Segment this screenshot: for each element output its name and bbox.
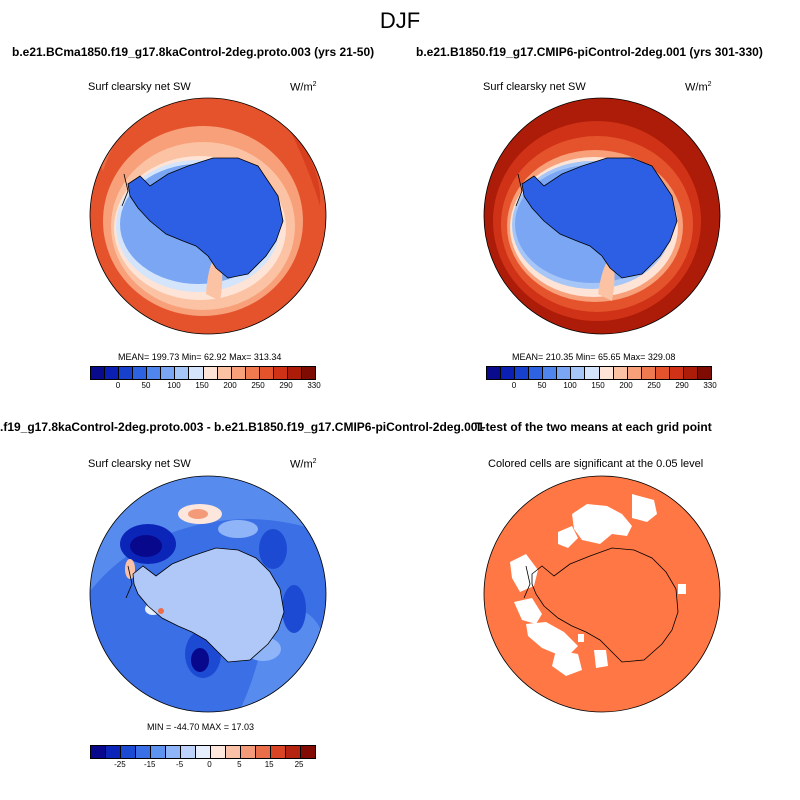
figure-title: DJF bbox=[379, 8, 421, 33]
colorbar-cell bbox=[241, 746, 256, 758]
colorbar-cell bbox=[529, 367, 544, 379]
colorbar-cell bbox=[557, 367, 572, 379]
colorbar-cell bbox=[641, 367, 656, 379]
colorbar-cell bbox=[669, 367, 684, 379]
panel2-units: W/m2 bbox=[685, 81, 712, 94]
colorbar-tick-label: 0 bbox=[511, 381, 517, 390]
panel4-map bbox=[483, 475, 721, 713]
colorbar-cell bbox=[571, 367, 586, 379]
colorbar-tick-label: 25 bbox=[294, 760, 304, 769]
colorbar-cell bbox=[189, 367, 204, 379]
colorbar-cell bbox=[217, 367, 232, 379]
colorbar-cell bbox=[91, 746, 106, 758]
colorbar-cell bbox=[655, 367, 670, 379]
colorbar-cell bbox=[133, 367, 148, 379]
colorbar-cell bbox=[136, 746, 151, 758]
colorbar-cell bbox=[683, 367, 698, 379]
panel2-stats: MEAN= 210.35 Min= 65.65 Max= 329.08 bbox=[512, 352, 676, 362]
colorbar-cell bbox=[599, 367, 614, 379]
colorbar-cell bbox=[515, 367, 530, 379]
colorbar-cell bbox=[273, 367, 288, 379]
colorbar-tick-label: 0 bbox=[115, 381, 121, 390]
colorbar-cell bbox=[119, 367, 134, 379]
panel4-subtitle: Colored cells are significant at the 0.0… bbox=[488, 458, 704, 470]
colorbar-tick-label: 15 bbox=[264, 760, 274, 769]
colorbar-cell bbox=[166, 746, 181, 758]
colorbar-tick-label: 330 bbox=[307, 381, 321, 390]
colorbar-tick-label: 50 bbox=[537, 381, 547, 390]
colorbar-tick-label: 200 bbox=[619, 381, 633, 390]
panel2-colorbar: 0 50 100 150 200 250 290 330 bbox=[486, 366, 717, 396]
colorbar-tick-label: 200 bbox=[223, 381, 237, 390]
colorbar-cell bbox=[91, 367, 106, 379]
panel2-subtitle: Surf clearsky net SW bbox=[483, 81, 586, 93]
colorbar-cell bbox=[271, 746, 286, 758]
colorbar-tick-label: 290 bbox=[279, 381, 293, 390]
colorbar-cell bbox=[181, 746, 196, 758]
panel3-case-title: .f19_g17.8kaControl-2deg.proto.003 - b.e… bbox=[0, 420, 485, 434]
colorbar-tick-label: 150 bbox=[195, 381, 209, 390]
colorbar-tick-label: 5 bbox=[237, 760, 242, 769]
colorbar-cell bbox=[245, 367, 260, 379]
colorbar-tick-label: 150 bbox=[591, 381, 605, 390]
colorbar-tick-label: -25 bbox=[114, 760, 126, 769]
panel3-subtitle: Surf clearsky net SW bbox=[88, 458, 191, 470]
panel3-stats: MIN = -44.70 MAX = 17.03 bbox=[147, 722, 255, 732]
panel2-antarctica bbox=[521, 157, 678, 279]
panel3-map bbox=[89, 475, 327, 713]
panel1-colorbar: 0 50 100 150 200 250 290 330 bbox=[90, 366, 321, 396]
colorbar-cell bbox=[543, 367, 558, 379]
panel1-stats: MEAN= 199.73 Min= 62.92 Max= 313.34 bbox=[118, 352, 282, 362]
colorbar-cell bbox=[487, 367, 502, 379]
colorbar-cell bbox=[175, 367, 190, 379]
colorbar-cell bbox=[627, 367, 642, 379]
panel3-units: W/m2 bbox=[290, 458, 317, 471]
panel4-antarctica bbox=[531, 547, 679, 663]
panel4-case-title: T-test of the two means at each grid poi… bbox=[475, 420, 712, 434]
colorbar-cell bbox=[106, 746, 121, 758]
colorbar-cell bbox=[585, 367, 600, 379]
colorbar-tick-label: 250 bbox=[251, 381, 265, 390]
colorbar-cell bbox=[301, 367, 315, 379]
colorbar-tick-label: 100 bbox=[563, 381, 577, 390]
panel2-case-title: b.e21.B1850.f19_g17.CMIP6-piControl-2deg… bbox=[416, 45, 763, 59]
colorbar-tick-label: 330 bbox=[703, 381, 717, 390]
colorbar-tick-label: 290 bbox=[675, 381, 689, 390]
colorbar-tick-label: 0 bbox=[207, 760, 212, 769]
colorbar-tick-label: -5 bbox=[176, 760, 184, 769]
panel1-case-title: b.e21.BCma1850.f19_g17.8kaControl-2deg.p… bbox=[12, 45, 375, 59]
panel1-antarctica bbox=[127, 157, 284, 279]
colorbar-cell bbox=[287, 367, 302, 379]
panel2-map bbox=[483, 97, 721, 335]
colorbar-cell bbox=[613, 367, 628, 379]
colorbar-tick-label: 250 bbox=[647, 381, 661, 390]
colorbar-cell bbox=[121, 746, 136, 758]
colorbar-cell bbox=[105, 367, 120, 379]
colorbar-cell bbox=[211, 746, 226, 758]
colorbar-cell bbox=[256, 746, 271, 758]
colorbar-tick-label: 50 bbox=[141, 381, 151, 390]
panel3-antarctica bbox=[132, 547, 285, 663]
colorbar-cell bbox=[196, 746, 211, 758]
colorbar-cell bbox=[259, 367, 274, 379]
panel1-map bbox=[89, 97, 327, 335]
colorbar-cell bbox=[301, 746, 315, 758]
colorbar-cell bbox=[501, 367, 516, 379]
colorbar-cell bbox=[151, 746, 166, 758]
colorbar-cell bbox=[203, 367, 218, 379]
panel1-units: W/m2 bbox=[290, 81, 317, 94]
colorbar-cell bbox=[161, 367, 176, 379]
colorbar-cell bbox=[231, 367, 246, 379]
colorbar-cell bbox=[147, 367, 162, 379]
panel1-subtitle: Surf clearsky net SW bbox=[88, 81, 191, 93]
colorbar-tick-label: -15 bbox=[143, 760, 156, 769]
panel3-colorbar: -25 -15 -5 0 5 15 25 bbox=[90, 745, 316, 775]
colorbar-cell bbox=[226, 746, 241, 758]
colorbar-cell bbox=[286, 746, 301, 758]
colorbar-tick-label: 100 bbox=[167, 381, 181, 390]
colorbar-cell bbox=[697, 367, 711, 379]
